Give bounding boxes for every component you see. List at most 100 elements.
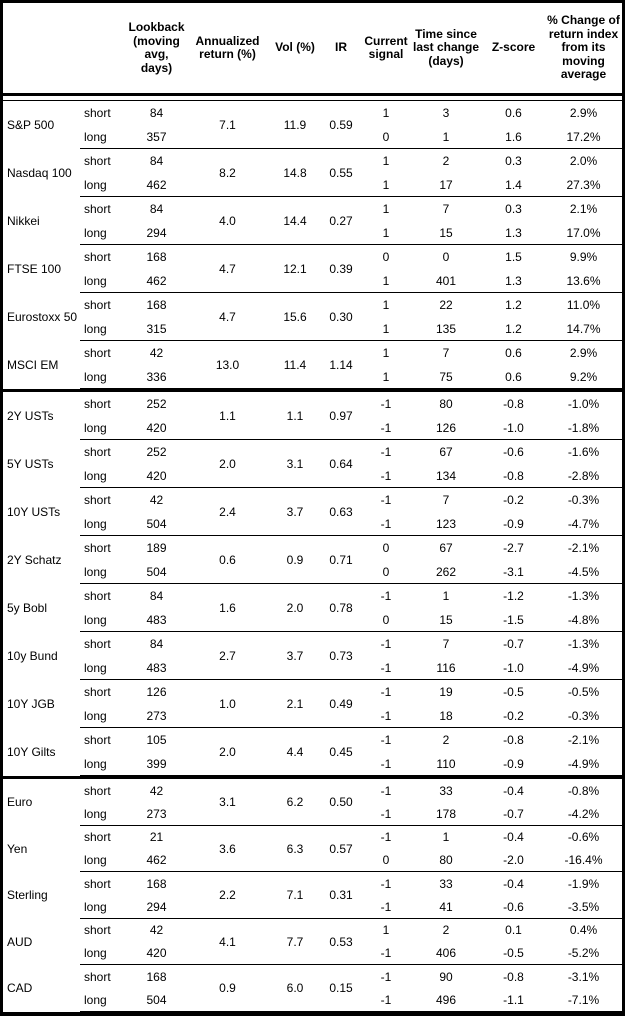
time-since-value: 262 — [435, 565, 457, 579]
asset-group: 10Y Gilts short 105 -1 2 -0.8 -2.1% long… — [3, 728, 622, 776]
vol-value: 3.7 — [286, 649, 304, 663]
vol-value: 7.7 — [286, 934, 304, 949]
z-score-value: -0.8 — [503, 397, 524, 411]
lookback-value: 294 — [146, 899, 167, 914]
time-since-value: 80 — [439, 853, 453, 868]
asset-group: FTSE 100 short 168 0 0 1.5 9.9% long 462… — [3, 245, 622, 293]
current-signal-value: -1 — [380, 493, 392, 507]
time-since-value: 15 — [439, 613, 453, 627]
horizon-label: short — [84, 876, 111, 891]
pct-change-value: 9.9% — [569, 250, 598, 264]
lookback-value: 315 — [146, 322, 167, 336]
time-since-value: 401 — [435, 274, 457, 288]
horizon-label: short — [84, 493, 111, 507]
current-signal-value: 1 — [382, 106, 390, 120]
ir-value: 1.14 — [329, 358, 353, 372]
time-since-value: 178 — [435, 806, 457, 821]
annualized-return-value: 3.6 — [219, 841, 236, 856]
time-since-value: 2 — [442, 733, 450, 747]
lookback-value: 336 — [146, 370, 167, 384]
current-signal-value: 0 — [382, 250, 390, 264]
z-score-value: -0.6 — [503, 445, 524, 459]
current-signal-value: -1 — [380, 661, 392, 675]
pct-change-value: -1.3% — [567, 589, 600, 603]
vol-value: 15.6 — [283, 310, 307, 324]
asset-group: 10Y USTs short 42 -1 7 -0.2 -0.3% long 5… — [3, 488, 622, 536]
asset-name: 5y Bobl — [7, 601, 48, 615]
lookback-value: 462 — [146, 178, 167, 192]
pct-change-value: -5.2% — [567, 946, 600, 961]
horizon-label: short — [84, 154, 111, 168]
asset-name: AUD — [7, 934, 33, 949]
lookback-value: 504 — [146, 992, 167, 1007]
horizon-label: short — [84, 202, 111, 216]
ir-value: 0.73 — [329, 649, 353, 663]
annualized-return-value: 3.1 — [219, 795, 236, 810]
z-score-value: 1.2 — [505, 322, 522, 336]
current-signal-value: 0 — [382, 541, 390, 555]
asset-name: Euro — [7, 795, 33, 810]
pct-change-value: -2.8% — [567, 469, 600, 483]
time-since-value: 496 — [435, 992, 457, 1007]
current-signal-value: 1 — [382, 178, 390, 192]
lookback-value: 252 — [146, 397, 167, 411]
lookback-value: 504 — [146, 517, 167, 531]
asset-group: 2Y USTs short 252 -1 80 -0.8 -1.0% long … — [3, 392, 622, 440]
ir-value: 0.57 — [329, 841, 353, 856]
current-signal-value: -1 — [380, 806, 392, 821]
horizon-label: long — [84, 130, 107, 144]
horizon-label: short — [84, 589, 111, 603]
pct-change-value: 2.1% — [569, 202, 598, 216]
z-score-value: 0.3 — [505, 154, 522, 168]
horizon-label: short — [84, 969, 111, 984]
time-since-value: 1 — [442, 130, 450, 144]
pct-change-value: -1.6% — [567, 445, 600, 459]
horizon-label: short — [84, 106, 111, 120]
lookback-value: 168 — [146, 250, 167, 264]
lookback-value: 84 — [149, 637, 164, 651]
lookback-value: 42 — [149, 493, 164, 507]
horizon-label: long — [84, 899, 107, 914]
asset-group: 10y Bund short 84 -1 7 -0.7 -1.3% long 4… — [3, 632, 622, 680]
pct-change-value: -1.0% — [567, 397, 600, 411]
lookback-value: 126 — [146, 685, 167, 699]
current-signal-value: -1 — [380, 589, 392, 603]
pct-change-value: -4.7% — [567, 517, 600, 531]
pct-change-value: -16.4% — [564, 853, 603, 868]
current-signal-value: 1 — [382, 202, 390, 216]
z-score-value: -0.5 — [503, 946, 524, 961]
time-since-value: 110 — [436, 757, 456, 771]
z-score-value: -0.7 — [503, 806, 524, 821]
z-score-value: 0.6 — [505, 346, 522, 360]
lookback-value: 84 — [149, 106, 164, 120]
pct-change-value: 2.0% — [569, 154, 598, 168]
pct-change-value: -3.5% — [567, 899, 600, 914]
z-score-value: -3.1 — [503, 565, 524, 579]
section-separator — [3, 389, 622, 392]
time-since-value: 90 — [439, 969, 453, 984]
annualized-return-value: 1.0 — [219, 697, 236, 711]
annualized-return-value: 2.4 — [219, 505, 236, 519]
horizon-label: short — [84, 923, 111, 938]
lookback-value: 357 — [146, 130, 167, 144]
horizon-label: short — [84, 733, 111, 747]
time-since-value: 7 — [442, 346, 450, 360]
time-since-value: 80 — [439, 397, 453, 411]
vol-value: 1.1 — [286, 409, 304, 423]
table-header-row: Lookback (moving avg, days) Annualized r… — [3, 3, 622, 93]
lookback-value: 84 — [149, 154, 164, 168]
current-signal-value: -1 — [380, 517, 392, 531]
ir-value: 0.59 — [329, 118, 353, 132]
annualized-return-value: 2.7 — [219, 649, 236, 663]
pct-change-value: 2.9% — [569, 346, 598, 360]
time-since-value: 135 — [435, 322, 457, 336]
lookback-value: 462 — [146, 853, 167, 868]
horizon-label: long — [84, 992, 107, 1007]
pct-change-value: 17.0% — [566, 226, 601, 240]
annualized-return-value: 1.6 — [219, 601, 236, 615]
annualized-return-value: 2.0 — [219, 745, 236, 759]
ir-value: 0.45 — [329, 745, 353, 759]
vol-value: 3.1 — [286, 457, 304, 471]
lookback-value: 420 — [146, 946, 167, 961]
time-since-value: 1 — [442, 830, 450, 845]
